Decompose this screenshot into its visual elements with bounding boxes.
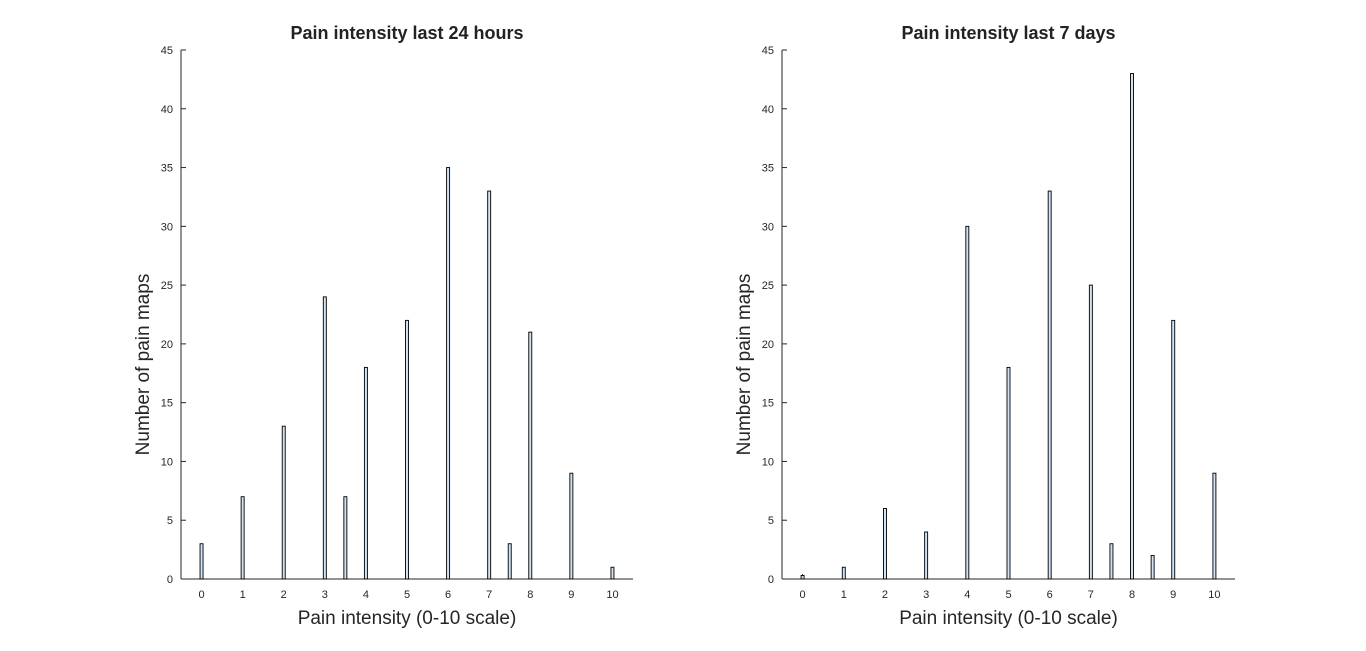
bar (405, 319, 409, 580)
bar (199, 543, 204, 580)
bar (1109, 543, 1114, 580)
x-tick-label: 3 (322, 589, 328, 601)
bar (1212, 472, 1217, 580)
y-tick-label: 15 (762, 398, 774, 410)
y-tick-label: 10 (161, 456, 173, 468)
x-tick-label: 6 (1047, 589, 1053, 601)
y-tick-label: 20 (762, 339, 774, 351)
bar (1006, 366, 1011, 580)
x-tick-label: 6 (445, 589, 451, 601)
y-tick-label: 0 (768, 574, 774, 586)
x-tick-label: 2 (882, 589, 888, 601)
bar (1150, 555, 1155, 580)
bar (281, 425, 286, 580)
bar (363, 366, 368, 580)
y-tick-label: 35 (161, 163, 173, 175)
bar (965, 225, 970, 580)
y-tick-label: 10 (762, 456, 774, 468)
bar (610, 566, 615, 580)
x-tick-label: 5 (404, 589, 410, 601)
y-tick-label: 0 (167, 574, 173, 586)
y-tick-label: 5 (768, 515, 774, 527)
bar (883, 508, 887, 580)
chart-pain-24h: Pain intensity last 24 hours051015202530… (133, 23, 633, 629)
x-tick-label: 3 (923, 589, 929, 601)
bar (487, 190, 492, 580)
x-tick-label: 9 (568, 589, 574, 601)
x-tick-label: 1 (240, 589, 246, 601)
y-tick-label: 35 (762, 163, 774, 175)
x-tick-label: 10 (606, 589, 618, 601)
x-axis-label: Pain intensity (0-10 scale) (899, 608, 1118, 629)
x-tick-label: 2 (281, 589, 287, 601)
x-tick-label: 4 (363, 589, 369, 601)
y-tick-label: 25 (161, 280, 173, 292)
bar (924, 531, 929, 580)
chart-title: Pain intensity last 7 days (901, 23, 1115, 43)
bar (446, 167, 451, 580)
bar (240, 496, 245, 580)
y-axis-label: Number of pain maps (133, 274, 154, 456)
y-tick-label: 45 (161, 45, 173, 57)
y-tick-label: 30 (762, 221, 774, 233)
bar (800, 575, 805, 580)
x-tick-label: 8 (1129, 589, 1135, 601)
y-tick-label: 30 (161, 221, 173, 233)
y-tick-label: 15 (161, 398, 173, 410)
x-axis-label: Pain intensity (0-10 scale) (298, 608, 517, 629)
y-tick-label: 5 (167, 515, 173, 527)
x-tick-label: 5 (1005, 589, 1011, 601)
x-tick-label: 8 (527, 589, 533, 601)
y-axis-label: Number of pain maps (734, 274, 755, 456)
x-tick-label: 7 (486, 589, 492, 601)
chart-pain-7d: Pain intensity last 7 days05101520253035… (734, 23, 1235, 629)
bar (1171, 319, 1176, 580)
x-tick-label: 1 (841, 589, 847, 601)
chart-title: Pain intensity last 24 hours (290, 23, 523, 43)
bar (343, 496, 348, 580)
y-tick-label: 40 (762, 104, 774, 116)
y-tick-label: 45 (762, 45, 774, 57)
bar (1047, 190, 1052, 580)
y-tick-label: 20 (161, 339, 173, 351)
x-tick-label: 0 (198, 589, 204, 601)
bar (1088, 284, 1093, 580)
x-tick-label: 7 (1088, 589, 1094, 601)
bar (528, 331, 533, 580)
bar (507, 543, 512, 580)
x-tick-label: 4 (964, 589, 970, 601)
bar (322, 296, 327, 580)
x-tick-label: 10 (1208, 589, 1220, 601)
bar (569, 472, 574, 580)
x-tick-label: 9 (1170, 589, 1176, 601)
bar (1130, 73, 1134, 580)
y-tick-label: 25 (762, 280, 774, 292)
bar (841, 566, 846, 580)
x-tick-label: 0 (800, 589, 806, 601)
y-tick-label: 40 (161, 104, 173, 116)
